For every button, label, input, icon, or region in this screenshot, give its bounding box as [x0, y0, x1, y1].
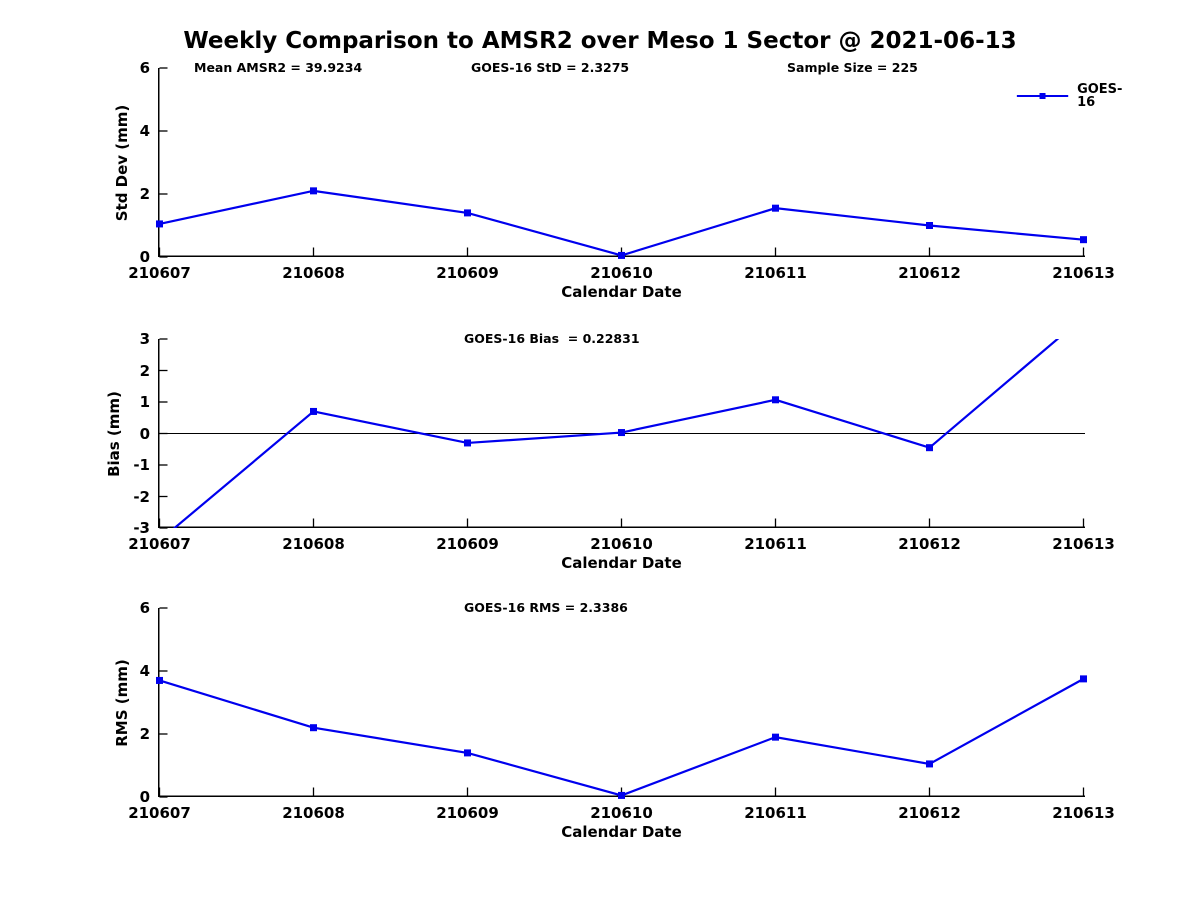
y-tick-label: 1 — [139, 393, 150, 411]
y-tick-label: 4 — [139, 122, 150, 140]
y-tick-label: 2 — [139, 725, 150, 743]
y-tick-label: 0 — [139, 424, 150, 443]
annotation-goes16-rms: GOES-16 RMS = 2.3386 — [464, 600, 628, 615]
subplot-bias: Bias (mm) Calendar Date GOES-16 Bias = 0… — [105, 330, 1115, 572]
subplot-std-dev: Std Dev (mm) Calendar Date Mean AMSR2 = … — [113, 59, 1122, 301]
y-tick-label: -1 — [133, 456, 150, 474]
annotation-goes16-std: GOES-16 StD = 2.3275 — [471, 60, 630, 75]
x-axis-label: Calendar Date — [561, 823, 682, 841]
x-tick-label: 210612 — [898, 264, 961, 282]
x-tick-label: 210608 — [282, 804, 345, 822]
x-tick-label: 210610 — [590, 804, 653, 822]
annotation-goes16-bias: GOES-16 Bias = 0.22831 — [464, 331, 640, 346]
x-tick-label: 210613 — [1052, 264, 1115, 282]
x-tick-label: 210607 — [128, 804, 191, 822]
y-tick-label: 2 — [139, 185, 150, 203]
x-tick-label: 210613 — [1052, 535, 1115, 553]
rms-plot-area — [156, 607, 1087, 799]
x-tick-label: 210609 — [436, 535, 499, 553]
std-dev-plot-area — [156, 67, 1087, 259]
bias-plot-area — [158, 338, 1085, 529]
x-tick-label: 210612 — [898, 804, 961, 822]
x-tick-label: 210607 — [128, 264, 191, 282]
x-tick-label: 210607 — [128, 535, 191, 553]
legend-line-marker-icon — [1016, 93, 1069, 99]
figure-title: Weekly Comparison to AMSR2 over Meso 1 S… — [183, 28, 1017, 54]
y-tick-label: 0 — [139, 788, 150, 806]
y-tick-label: -3 — [133, 519, 150, 537]
annotation-mean-amsr2: Mean AMSR2 = 39.9234 — [194, 60, 363, 75]
x-tick-label: 210610 — [590, 535, 653, 553]
y-tick-label: 0 — [139, 248, 150, 266]
x-tick-label: 210612 — [898, 535, 961, 553]
y-tick-label: -2 — [133, 487, 150, 506]
subplot-rms: RMS (mm) Calendar Date GOES-16 RMS = 2.3… — [113, 599, 1115, 841]
x-tick-label: 210609 — [436, 264, 499, 282]
x-tick-label: 210611 — [744, 804, 807, 822]
y-tick-label: 2 — [139, 361, 150, 380]
y-tick-label: 3 — [139, 330, 150, 348]
x-tick-label: 210608 — [282, 264, 345, 282]
legend: GOES-16 — [1016, 83, 1131, 109]
x-tick-label: 210610 — [590, 264, 653, 282]
legend-label: GOES-16 — [1077, 82, 1123, 110]
x-tick-label: 210611 — [744, 264, 807, 282]
x-tick-label: 210613 — [1052, 804, 1115, 822]
x-tick-label: 210608 — [282, 535, 345, 553]
x-axis-label: Calendar Date — [561, 283, 682, 301]
x-tick-label: 210611 — [744, 535, 807, 553]
annotation-sample-size: Sample Size = 225 — [787, 60, 918, 75]
x-axis-label: Calendar Date — [561, 554, 682, 572]
y-tick-label: 4 — [139, 662, 150, 680]
x-tick-label: 210609 — [436, 804, 499, 822]
y-tick-label: 6 — [139, 59, 150, 77]
y-tick-label: 6 — [139, 599, 150, 617]
